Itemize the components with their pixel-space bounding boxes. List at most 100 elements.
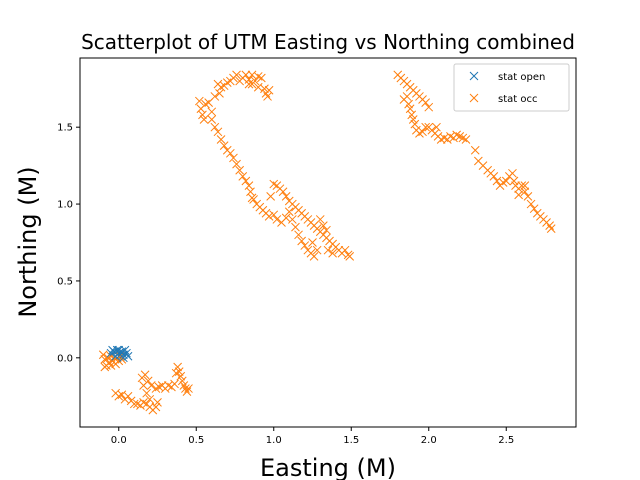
data-point bbox=[98, 350, 108, 360]
x-axis-title: Easting (M) bbox=[260, 454, 396, 480]
data-point bbox=[523, 192, 533, 201]
data-point bbox=[120, 345, 130, 355]
data-point bbox=[470, 145, 480, 155]
data-point bbox=[179, 381, 189, 390]
y-tick-label: 1.5 bbox=[57, 123, 73, 134]
data-point bbox=[145, 394, 155, 404]
data-point bbox=[294, 230, 303, 240]
legend-marker bbox=[469, 93, 479, 103]
data-point bbox=[407, 110, 417, 120]
data-point bbox=[300, 241, 310, 250]
data-point bbox=[432, 122, 441, 132]
data-point bbox=[529, 204, 539, 214]
data-point bbox=[244, 181, 254, 190]
data-point bbox=[269, 210, 279, 220]
data-point bbox=[514, 190, 524, 200]
data-point bbox=[284, 207, 294, 217]
data-point bbox=[421, 98, 431, 107]
data-point bbox=[253, 82, 263, 92]
data-point bbox=[235, 165, 245, 175]
data-point bbox=[281, 192, 291, 201]
data-point bbox=[461, 135, 471, 144]
y-axis-title: Northing (M) bbox=[14, 166, 42, 317]
data-point bbox=[229, 153, 238, 163]
data-point bbox=[424, 102, 434, 112]
data-point bbox=[146, 381, 156, 390]
x-tick-label: 2.5 bbox=[498, 435, 514, 446]
x-tick-label: 2.0 bbox=[421, 435, 437, 446]
data-point bbox=[123, 391, 133, 401]
data-point bbox=[266, 192, 276, 201]
data-point bbox=[509, 176, 519, 186]
data-point bbox=[315, 215, 325, 224]
data-point bbox=[170, 379, 179, 389]
data-point bbox=[263, 92, 272, 101]
x-tick-label: 0.5 bbox=[188, 435, 204, 446]
chart-title: Scatterplot of UTM Easting vs Northing c… bbox=[81, 30, 575, 54]
data-point bbox=[545, 221, 555, 230]
data-point bbox=[241, 70, 251, 80]
data-point bbox=[151, 402, 161, 412]
x-tick-label: 0.0 bbox=[111, 435, 127, 446]
data-point bbox=[177, 376, 187, 386]
data-point bbox=[182, 387, 192, 396]
data-point bbox=[176, 371, 186, 381]
data-point bbox=[250, 76, 260, 86]
plot-frame bbox=[79, 57, 577, 428]
data-point bbox=[405, 104, 415, 114]
data-point bbox=[216, 135, 226, 144]
data-point bbox=[410, 119, 420, 129]
data-point bbox=[215, 89, 224, 98]
data-point bbox=[119, 353, 128, 363]
data-point bbox=[246, 187, 255, 197]
data-point bbox=[308, 238, 317, 247]
data-points bbox=[98, 70, 556, 415]
data-point bbox=[489, 172, 499, 181]
data-point bbox=[106, 361, 116, 370]
y-tick-label: 1.0 bbox=[57, 200, 73, 211]
data-point bbox=[213, 127, 223, 137]
data-point bbox=[143, 376, 153, 386]
legend: stat open stat occ bbox=[453, 63, 570, 112]
data-point bbox=[198, 110, 207, 120]
data-point bbox=[287, 215, 297, 224]
data-point bbox=[108, 345, 117, 355]
data-point bbox=[181, 384, 190, 393]
legend-label: stat open bbox=[498, 72, 545, 83]
data-point bbox=[399, 95, 409, 104]
legend-box bbox=[453, 63, 570, 112]
series-stat-open bbox=[106, 345, 133, 363]
data-point bbox=[207, 115, 217, 124]
data-point bbox=[142, 388, 152, 398]
data-point bbox=[520, 187, 530, 197]
data-point bbox=[408, 115, 418, 124]
data-point bbox=[140, 370, 150, 380]
data-point bbox=[309, 251, 319, 261]
data-point bbox=[508, 168, 517, 178]
data-point bbox=[278, 187, 288, 197]
data-point bbox=[318, 221, 328, 230]
data-point bbox=[153, 398, 162, 407]
x-axis: 0.0 0.5 1.0 1.5 2.0 2.5 bbox=[111, 427, 514, 446]
legend-label: stat occ bbox=[498, 94, 537, 105]
legend-marker bbox=[469, 71, 479, 81]
data-point bbox=[328, 248, 338, 258]
data-point bbox=[256, 73, 266, 83]
data-point bbox=[291, 222, 300, 232]
data-point bbox=[297, 236, 307, 246]
data-point bbox=[207, 107, 217, 117]
data-point bbox=[249, 195, 258, 204]
data-point bbox=[322, 225, 331, 235]
data-point bbox=[264, 85, 274, 95]
data-point bbox=[173, 362, 183, 372]
data-point bbox=[184, 384, 193, 393]
data-point bbox=[517, 181, 527, 190]
data-point bbox=[210, 122, 220, 132]
x-tick-label: 1.0 bbox=[266, 435, 282, 446]
data-point bbox=[210, 92, 220, 101]
data-point bbox=[526, 199, 536, 209]
data-point bbox=[323, 245, 333, 255]
data-point bbox=[219, 141, 229, 150]
x-tick-label: 1.5 bbox=[343, 435, 359, 446]
data-point bbox=[244, 79, 254, 89]
